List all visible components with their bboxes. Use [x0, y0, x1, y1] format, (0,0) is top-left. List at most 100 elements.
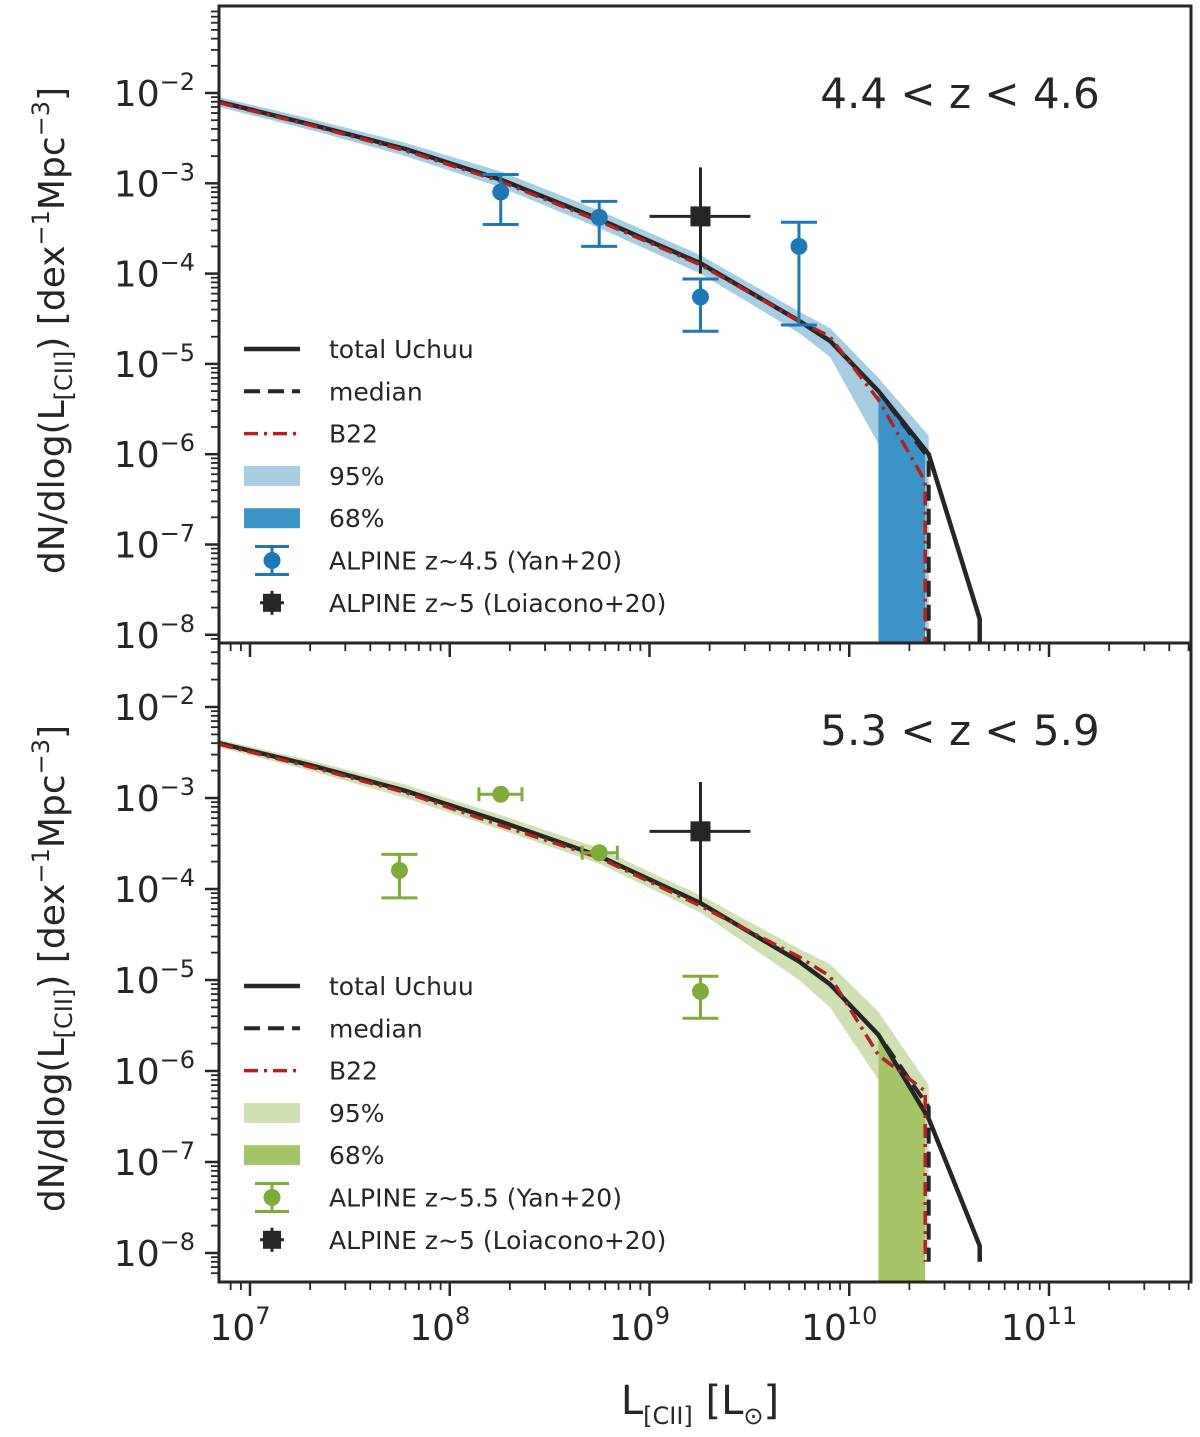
legend-item-total: total Uchuu	[244, 335, 474, 364]
legend-item-yan20: ALPINE z~4.5 (Yan+20)	[255, 545, 622, 576]
legend-swatch-95	[244, 1102, 300, 1123]
x-tick-base: 10	[1001, 1308, 1047, 1349]
y-title-subscript: [CII]	[50, 351, 78, 401]
legend-item-yan20: ALPINE z~5.5 (Yan+20)	[255, 1182, 622, 1213]
x-axis-title: L[CII] [L⊙]	[621, 1378, 779, 1430]
y-tick-label: 10−5	[114, 339, 195, 386]
yan20-point-bottom-2	[580, 844, 619, 862]
yan20-point-top-3	[780, 220, 817, 327]
legend-swatch-95	[244, 465, 300, 486]
x-title-subscript: [CII]	[643, 1402, 693, 1430]
legend-item-loiacono20: ALPINE z~5 (Loiacono+20)	[260, 589, 666, 618]
x-tick-base: 10	[801, 1308, 847, 1349]
y-tick-exponent: −4	[160, 249, 195, 277]
y-title-text: Mpc	[32, 774, 73, 848]
x-tick-label: 107	[209, 1302, 270, 1349]
legend-bottom: total Uchuu median B22 95% 68% ALPINE z~5.5 (…	[244, 972, 666, 1255]
y-tick-exponent: −5	[160, 339, 195, 367]
legend-label: 68%	[329, 1141, 385, 1170]
yan20-marker	[790, 237, 808, 255]
y-tick-exponent: −8	[160, 1228, 195, 1256]
x-tick-exponent: 8	[455, 1302, 470, 1330]
y-tick-exponent: −7	[160, 1137, 195, 1165]
panel-frame-bottom	[217, 641, 1193, 1284]
y-tick-exponent: −2	[160, 682, 195, 710]
y-title-text: ]	[32, 725, 73, 739]
yan20-point-top-1	[581, 199, 618, 248]
y-tick-base: 10	[114, 255, 160, 296]
y-axis-top: 10−210−310−410−510−610−710−8	[114, 10, 219, 657]
x-axis-ticks-bottom	[229, 1282, 1190, 1296]
y-tick-base: 10	[114, 1143, 160, 1184]
y-tick-label: 10−6	[114, 429, 195, 476]
legend-top: total Uchuu median B22 95% 68% ALPINE z~4.5 (…	[244, 335, 666, 618]
y-tick-label: 10−5	[114, 955, 195, 1002]
yan20-point-bottom-1	[477, 785, 524, 803]
legend-label: total Uchuu	[329, 972, 474, 1001]
legend-marker-circle	[263, 552, 281, 569]
legend-label: B22	[329, 420, 378, 449]
x-tick-base: 10	[409, 1308, 455, 1349]
legend-item-b22: B22	[244, 1057, 378, 1086]
y-tick-base: 10	[114, 961, 160, 1002]
yan20-point-top-2	[682, 277, 719, 333]
legend-label: 95%	[329, 1099, 385, 1128]
legend-label: ALPINE z~4.5 (Yan+20)	[329, 547, 622, 576]
loiacono20-marker-bottom	[690, 821, 711, 842]
y-tick-base: 10	[114, 1234, 160, 1275]
y-title-text: ) [dex	[32, 883, 73, 988]
legend-label: ALPINE z~5.5 (Yan+20)	[329, 1184, 622, 1213]
y-title-text: dN/dlog(L	[32, 1038, 73, 1212]
y-axis-bottom: 10−210−310−410−510−610−710−8	[114, 651, 219, 1275]
y-tick-exponent: −8	[160, 610, 195, 638]
y-tick-label: 10−4	[114, 249, 195, 296]
x-title-text: L	[621, 1378, 644, 1424]
y-tick-label: 10−7	[114, 1137, 195, 1184]
y-title-superscript: −3	[27, 101, 55, 136]
yan20-marker	[590, 844, 608, 862]
yan20-point-top-0	[482, 173, 519, 226]
x-tick-label: 108	[409, 1302, 470, 1349]
y-title-text: ]	[32, 87, 73, 101]
legend-label: 95%	[329, 462, 385, 491]
yan20-marker	[691, 982, 709, 1000]
legend-label: B22	[329, 1057, 378, 1086]
y-tick-base: 10	[114, 164, 160, 205]
legend-label: median	[329, 377, 423, 406]
x-tick-base: 10	[609, 1308, 655, 1349]
plot-area-bottom	[219, 739, 982, 1282]
y-tick-exponent: −2	[160, 68, 195, 96]
y-tick-base: 10	[114, 870, 160, 911]
y-tick-base: 10	[114, 74, 160, 115]
legend-label: total Uchuu	[329, 335, 474, 364]
redshift-label-bottom: 5.3 < z < 5.9	[820, 706, 1099, 755]
median-line-bottom	[219, 741, 931, 1262]
legend-item-median: median	[244, 377, 423, 406]
redshift-label-top: 4.4 < z < 4.6	[820, 69, 1099, 118]
loiacono20-marker-top	[690, 206, 711, 227]
legend-item-total: total Uchuu	[244, 972, 474, 1001]
plot-area-top	[219, 97, 982, 643]
y-title-text: Mpc	[32, 136, 73, 210]
yan20-marker	[590, 208, 608, 226]
yan20-marker	[390, 861, 408, 879]
y-axis-title-bottom: dN/dlog(L[CII]) [dex−1Mpc−3]	[27, 725, 78, 1212]
y-tick-label: 10−2	[114, 68, 195, 115]
yan20-point-bottom-3	[682, 974, 719, 1020]
y-tick-label: 10−7	[114, 520, 195, 567]
x-tick-exponent: 7	[255, 1302, 270, 1330]
y-tick-label: 10−3	[114, 158, 195, 205]
legend-item-median: median	[244, 1014, 423, 1043]
x-tick-exponent: 10	[847, 1302, 878, 1330]
legend-marker-circle	[263, 1189, 281, 1206]
y-title-superscript: −1	[27, 210, 55, 245]
x-tick-label: 109	[609, 1302, 670, 1349]
y-tick-base: 10	[114, 616, 160, 657]
x-title-text: ]	[764, 1378, 780, 1424]
y-tick-exponent: −6	[160, 1046, 195, 1074]
legend-item-band95: 95%	[244, 462, 385, 491]
y-title-text: dN/dlog(L	[32, 400, 73, 574]
y-tick-exponent: −6	[160, 429, 195, 457]
x-tick-label: 1010	[801, 1302, 877, 1349]
x-tick-exponent: 11	[1047, 1302, 1078, 1330]
